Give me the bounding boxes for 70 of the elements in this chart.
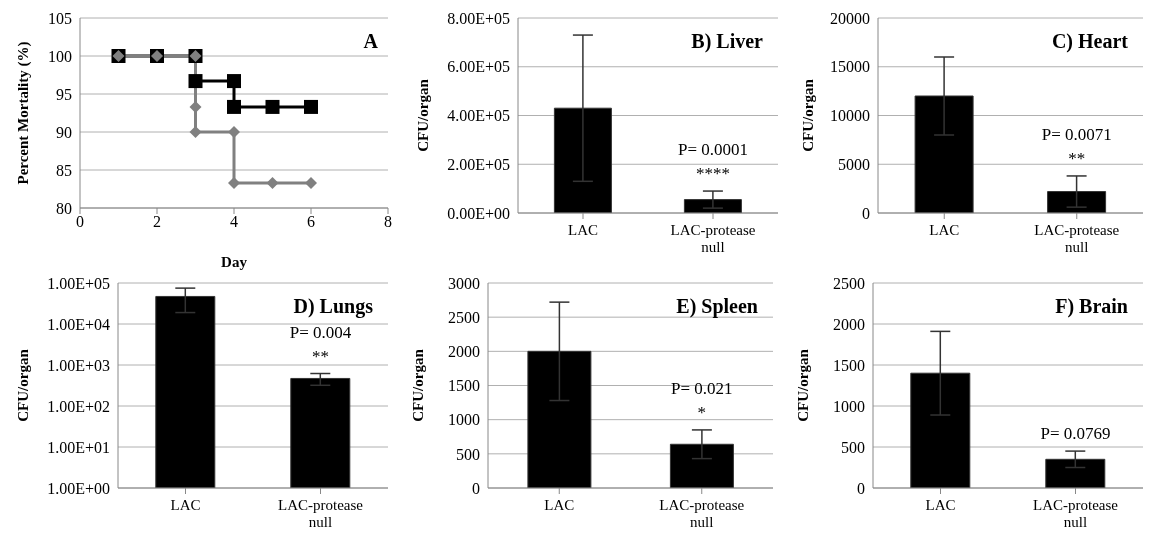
y-axis-title: CFU/organ: [800, 78, 817, 152]
annotation: **: [1068, 148, 1086, 168]
y-tick-label: 1000: [448, 411, 480, 429]
annotation: P= 0.004: [289, 322, 352, 342]
y-tick-label: 4.00E+05: [447, 107, 510, 125]
y-tick-label: 5000: [838, 155, 870, 173]
text: C) Heart: [1051, 30, 1128, 53]
y-tick-label: 85: [56, 161, 72, 179]
y-tick-label: 10000: [830, 107, 870, 125]
x-tick-label: LAC: [170, 497, 201, 513]
y-tick-label: 1000: [833, 397, 865, 415]
x-tick-label: 6: [307, 213, 315, 231]
x-tick-label: LAC: [929, 222, 960, 238]
y-tick-label: 8.00E+05: [447, 9, 510, 27]
y-tick-label: 80: [56, 199, 72, 217]
y-tick-label: 3000: [448, 274, 480, 292]
y-axis-title: Percent Mortality (%): [15, 41, 33, 185]
y-tick-label: 2500: [448, 308, 480, 326]
y-tick-label: 0: [857, 479, 865, 497]
annotation: P= 0.0071: [1041, 124, 1112, 144]
y-tick-label: 1.00E+03: [47, 356, 110, 374]
y-tick-label: 1.00E+02: [47, 397, 110, 415]
x-tick-label: LAC-protease null: [670, 222, 756, 255]
x-tick-label: LAC: [925, 497, 956, 513]
y-axis-title: CFU/organ: [795, 348, 812, 422]
y-tick-label: 100: [48, 47, 72, 65]
y-axis-title: CFU/organ: [15, 348, 32, 422]
annotation: P= 0.0001: [677, 140, 749, 160]
y-tick-label: 1.00E+04: [47, 315, 110, 333]
x-tick-label: LAC-protease null: [1034, 222, 1120, 255]
y-tick-label: 15000: [830, 58, 870, 76]
x-tick-label: LAC: [568, 222, 598, 238]
y-tick-label: 500: [456, 445, 480, 463]
y-tick-label: 0: [472, 479, 480, 497]
y-axis-title: CFU/organ: [410, 348, 427, 422]
y-tick-label: 2500: [833, 274, 865, 292]
y-tick-label: 1.00E+00: [47, 479, 110, 497]
y-tick-label: 2.00E+05: [447, 155, 510, 173]
text: D) Lungs: [293, 295, 373, 318]
annotation: P= 0.0769: [1040, 424, 1111, 444]
y-tick-label: 105: [48, 9, 72, 27]
x-tick-label: 4: [230, 213, 238, 231]
annotation: ****: [696, 164, 730, 184]
text: F) Brain: [1055, 295, 1128, 318]
x-tick-label: 8: [384, 213, 392, 231]
y-tick-label: 500: [841, 438, 865, 456]
y-tick-label: 2000: [833, 315, 865, 333]
y-axis-title: CFU/organ: [415, 78, 432, 152]
x-tick-label: LAC-protease null: [278, 497, 364, 530]
annotation: **: [312, 346, 329, 366]
text: A: [363, 30, 378, 53]
x-axis-title: Day: [221, 254, 248, 270]
text: E) Spleen: [676, 295, 758, 318]
x-tick-label: 2: [153, 213, 161, 231]
x-tick-label: LAC-protease null: [1033, 497, 1119, 530]
annotation: P= 0.021: [670, 378, 733, 398]
text: B) Liver: [691, 30, 763, 53]
y-tick-label: 1.00E+05: [47, 274, 110, 292]
y-tick-label: 95: [56, 85, 72, 103]
y-tick-label: 20000: [830, 9, 870, 27]
y-tick-label: 0.00E+00: [447, 204, 510, 222]
y-tick-label: 2000: [448, 343, 480, 361]
y-tick-label: 90: [56, 123, 72, 141]
x-tick-label: LAC: [544, 497, 575, 513]
y-tick-label: 1500: [833, 356, 865, 374]
y-tick-label: 1.00E+01: [47, 438, 110, 456]
annotation: *: [697, 402, 706, 422]
y-tick-label: 1500: [448, 377, 480, 395]
y-tick-label: 6.00E+05: [447, 58, 510, 76]
x-tick-label: LAC-protease null: [659, 497, 745, 530]
